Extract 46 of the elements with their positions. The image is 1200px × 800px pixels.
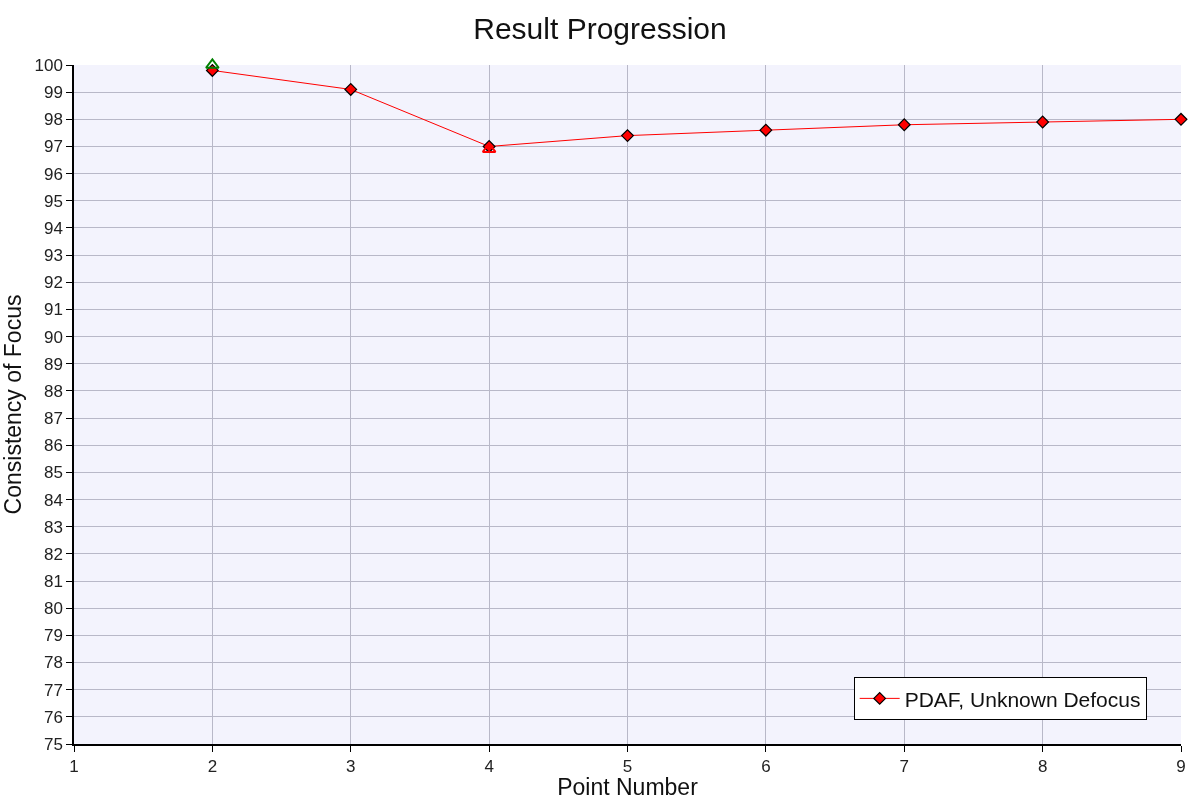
y-tick-label: 87 — [43, 409, 63, 429]
x-tick-label: 1 — [69, 757, 79, 777]
point — [621, 129, 634, 143]
y-tick-label: 90 — [43, 327, 63, 347]
y-tick-label: 83 — [43, 517, 63, 537]
y-tick-label: 94 — [43, 218, 63, 238]
y-tick-label: 93 — [43, 246, 63, 266]
legend-label: PDAF, Unknown Defocus — [904, 687, 1141, 711]
x-tick-label: 2 — [207, 757, 218, 777]
point — [205, 58, 220, 69]
y-tick-label: 75 — [43, 734, 63, 754]
x-tick-label: 8 — [1037, 757, 1048, 777]
y-tick-label: 95 — [43, 191, 63, 211]
point — [759, 123, 773, 137]
y-tick-label: 80 — [43, 599, 63, 619]
y-tick-label: 85 — [43, 463, 63, 483]
y-tick-label: 79 — [43, 626, 63, 646]
x-tick-label: 9 — [1176, 757, 1186, 777]
y-tick-label: 91 — [43, 300, 63, 320]
y-tick-label: 98 — [43, 110, 63, 130]
x-tick-label: 5 — [622, 757, 633, 777]
point — [1174, 112, 1188, 126]
y-axis-title: Consistency of Focus — [0, 294, 27, 515]
y-tick-label: 100 — [34, 55, 63, 75]
x-tick-label: 6 — [761, 757, 771, 777]
x-tick-label: 3 — [346, 757, 356, 777]
y-tick-label: 97 — [43, 137, 63, 157]
x-axis-title: Point Number — [557, 774, 699, 800]
point — [344, 82, 358, 96]
point — [897, 118, 911, 132]
y-tick-label: 77 — [43, 680, 63, 700]
y-tick-label: 88 — [43, 381, 63, 401]
point — [1036, 115, 1050, 129]
y-tick-label: 96 — [43, 164, 63, 184]
x-tick-label: 7 — [899, 757, 909, 777]
y-tick-label: 86 — [43, 436, 63, 456]
y-tick-label: 82 — [43, 544, 63, 564]
y-tick-label: 99 — [43, 83, 63, 103]
y-tick-label: 78 — [43, 653, 63, 673]
y-tick-label: 84 — [43, 490, 63, 510]
y-tick-label: 89 — [43, 354, 63, 374]
y-tick-label: 81 — [43, 571, 63, 591]
y-tick-label: 76 — [43, 707, 63, 727]
y-tick-label: 92 — [43, 273, 63, 293]
x-tick-label: 4 — [484, 757, 494, 777]
chart-title: Result Progression — [473, 11, 727, 45]
